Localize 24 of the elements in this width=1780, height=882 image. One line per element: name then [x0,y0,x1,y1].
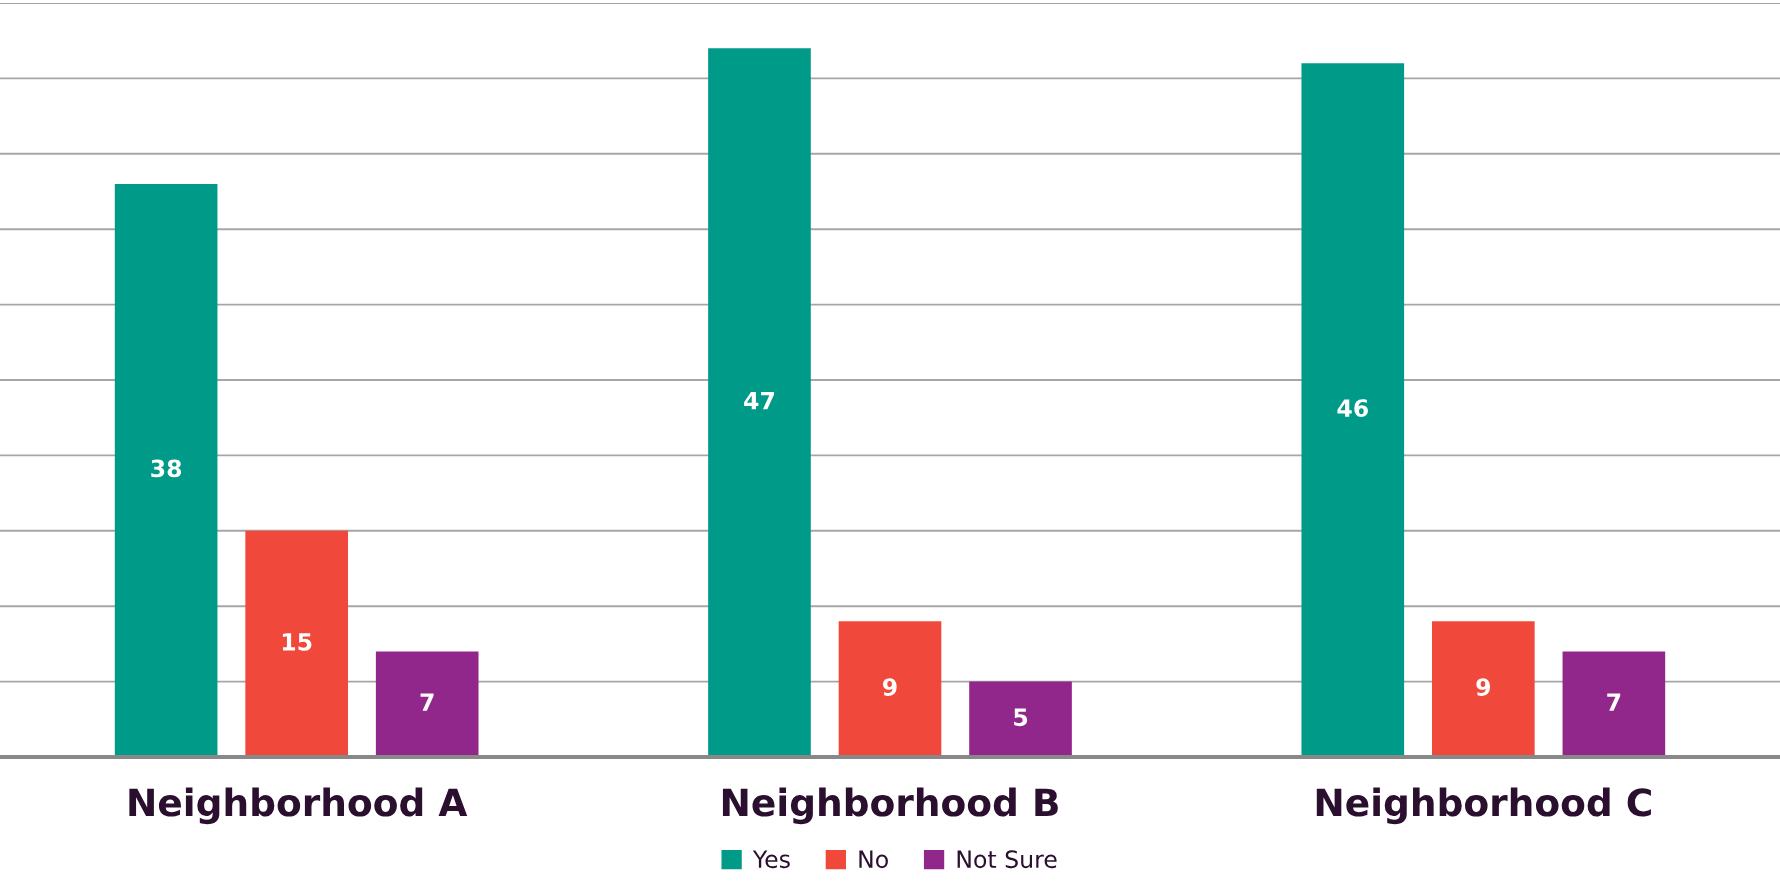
data-label: 7 [420,693,434,711]
legend-label: Yes [752,850,790,869]
data-label: 46 [1337,399,1368,418]
bar [114,183,218,757]
data-label: 38 [151,459,182,478]
bar [245,530,348,757]
x-tick-label: Neighborhood C [1316,787,1651,825]
x-tick-label: Neighborhood B [722,787,1058,825]
data-label: 5 [1014,708,1028,727]
data-label: 47 [744,391,775,410]
legend-label: Not Sure [957,850,1057,869]
bar [1562,651,1666,757]
bar [1301,63,1405,757]
x-tick-label: Neighborhood A [129,787,468,825]
bar [838,621,942,757]
data-label: 15 [282,633,312,651]
legend-label: No [859,850,888,869]
data-label: 9 [883,678,897,696]
bar [708,48,811,757]
bar [969,681,1072,757]
bar [1432,621,1535,757]
data-label: 7 [1607,693,1621,711]
bar [375,651,479,757]
data-label: 9 [1476,678,1491,696]
